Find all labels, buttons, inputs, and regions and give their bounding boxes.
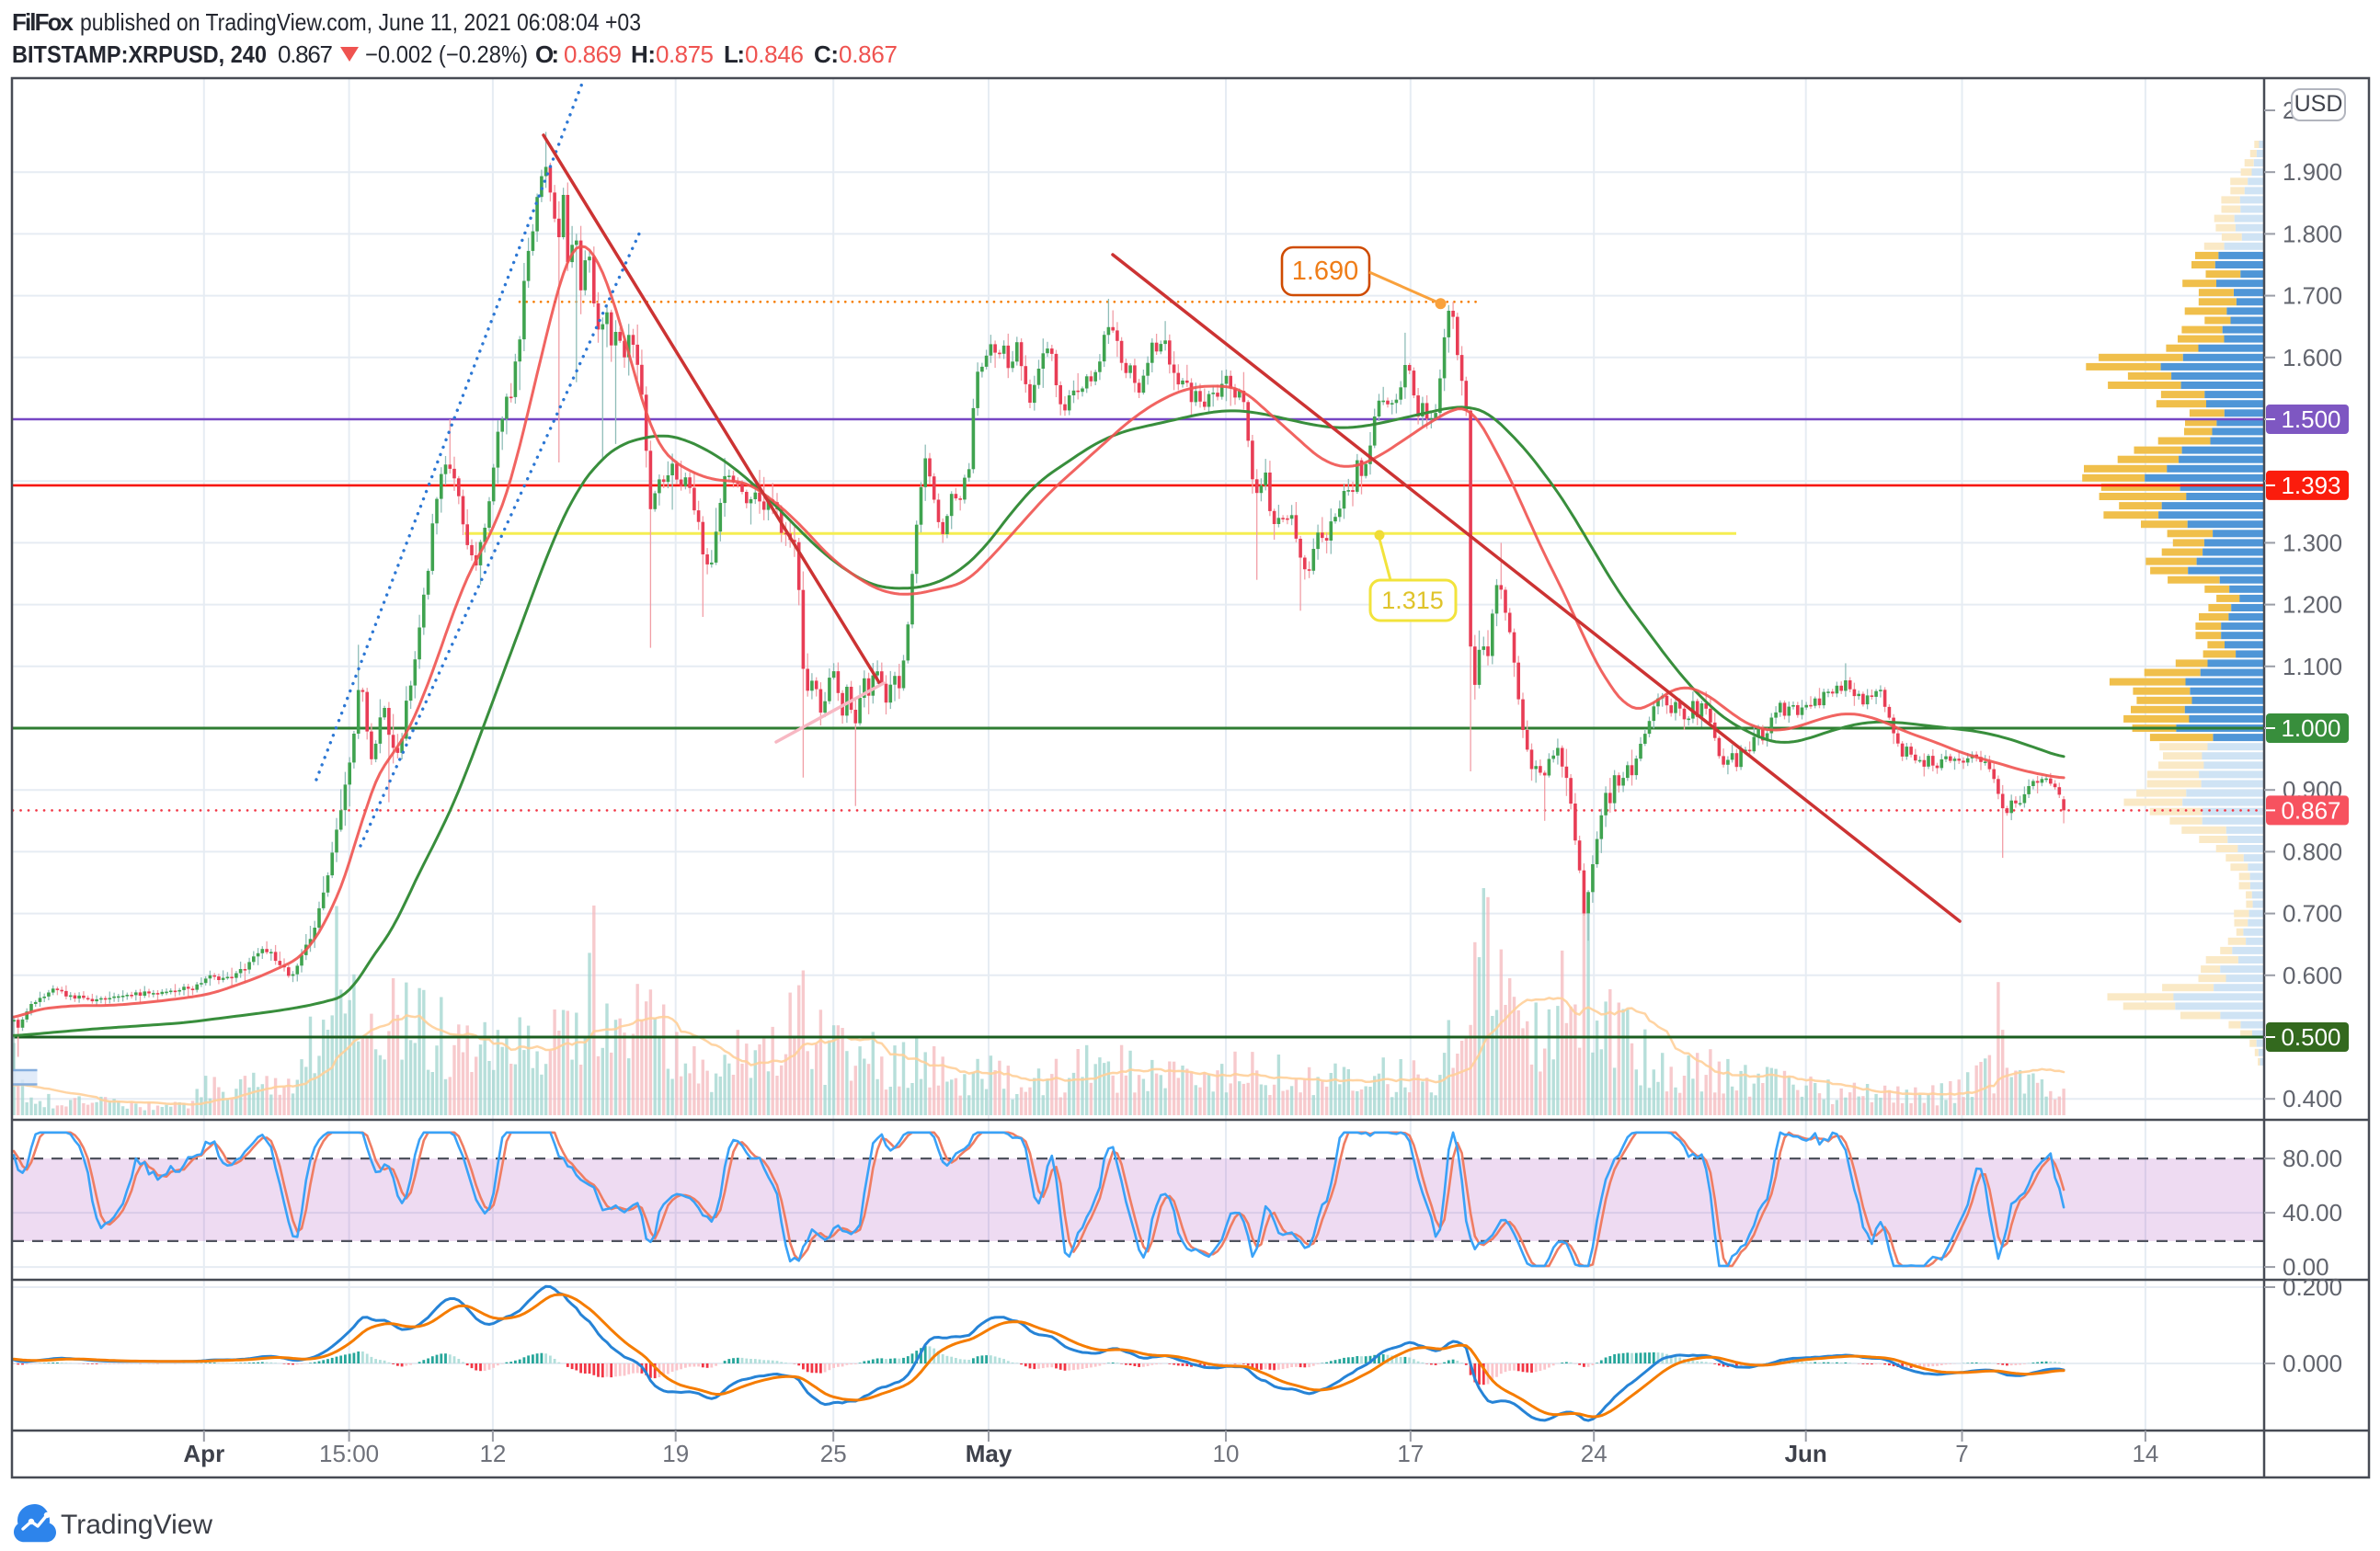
svg-text:USD: USD (2294, 91, 2343, 117)
svg-text:0.869: 0.869 (564, 40, 622, 68)
svg-text:FilFox: FilFox (12, 8, 74, 36)
svg-text:Jun: Jun (1785, 1440, 1827, 1467)
svg-text:0.400: 0.400 (2283, 1085, 2342, 1112)
svg-text:1.500: 1.500 (2281, 405, 2340, 433)
svg-text:14: 14 (2132, 1440, 2158, 1467)
svg-text:1.690: 1.690 (1292, 257, 1359, 286)
svg-text:1.200: 1.200 (2283, 591, 2342, 619)
svg-text:1.900: 1.900 (2283, 158, 2342, 186)
svg-text:15:00: 15:00 (319, 1440, 379, 1467)
svg-text:C:: C: (814, 40, 839, 68)
svg-text:0.846: 0.846 (745, 40, 804, 68)
svg-text:1.600: 1.600 (2283, 344, 2342, 371)
svg-text:1.800: 1.800 (2283, 220, 2342, 247)
svg-text:−0.002 (−0.28%): −0.002 (−0.28%) (365, 40, 528, 68)
svg-text:Apr: Apr (183, 1440, 224, 1467)
svg-text:1.393: 1.393 (2281, 472, 2340, 499)
svg-text:24: 24 (1581, 1440, 1608, 1467)
svg-text:L:: L: (724, 40, 745, 68)
svg-text:H:: H: (631, 40, 656, 68)
svg-text:1.315: 1.315 (1381, 587, 1444, 614)
svg-text:0.867: 0.867 (2281, 796, 2340, 824)
svg-text:0.867: 0.867 (839, 40, 898, 68)
svg-text:0.700: 0.700 (2283, 900, 2342, 928)
svg-text:1.700: 1.700 (2283, 282, 2342, 310)
svg-text:0.875: 0.875 (656, 40, 714, 68)
svg-text:May: May (966, 1440, 1013, 1467)
svg-text:80.00: 80.00 (2283, 1145, 2342, 1172)
svg-text:0.800: 0.800 (2283, 838, 2342, 865)
svg-text:1.300: 1.300 (2283, 529, 2342, 556)
svg-text:17: 17 (1397, 1440, 1424, 1467)
svg-text:published on TradingView.com,: published on TradingView.com, June 11, 2… (80, 8, 641, 36)
svg-text:25: 25 (820, 1440, 847, 1467)
svg-text:BITSTAMP:XRPUSD, 240: BITSTAMP:XRPUSD, 240 (12, 40, 267, 68)
svg-text:0.000: 0.000 (2283, 1350, 2342, 1377)
svg-text:10: 10 (1213, 1440, 1240, 1467)
svg-text:1.100: 1.100 (2283, 653, 2342, 680)
svg-text:0.600: 0.600 (2283, 962, 2342, 989)
svg-text:40.00: 40.00 (2283, 1199, 2342, 1226)
svg-text:7: 7 (1955, 1440, 1968, 1467)
svg-text:0.500: 0.500 (2281, 1023, 2340, 1051)
svg-text:TradingView: TradingView (61, 1510, 212, 1540)
svg-text:12: 12 (479, 1440, 506, 1467)
svg-text:0.200: 0.200 (2283, 1273, 2342, 1301)
svg-text:O:: O: (535, 40, 559, 68)
svg-text:0.867: 0.867 (278, 40, 333, 68)
svg-text:1.000: 1.000 (2281, 714, 2340, 742)
svg-text:19: 19 (662, 1440, 689, 1467)
